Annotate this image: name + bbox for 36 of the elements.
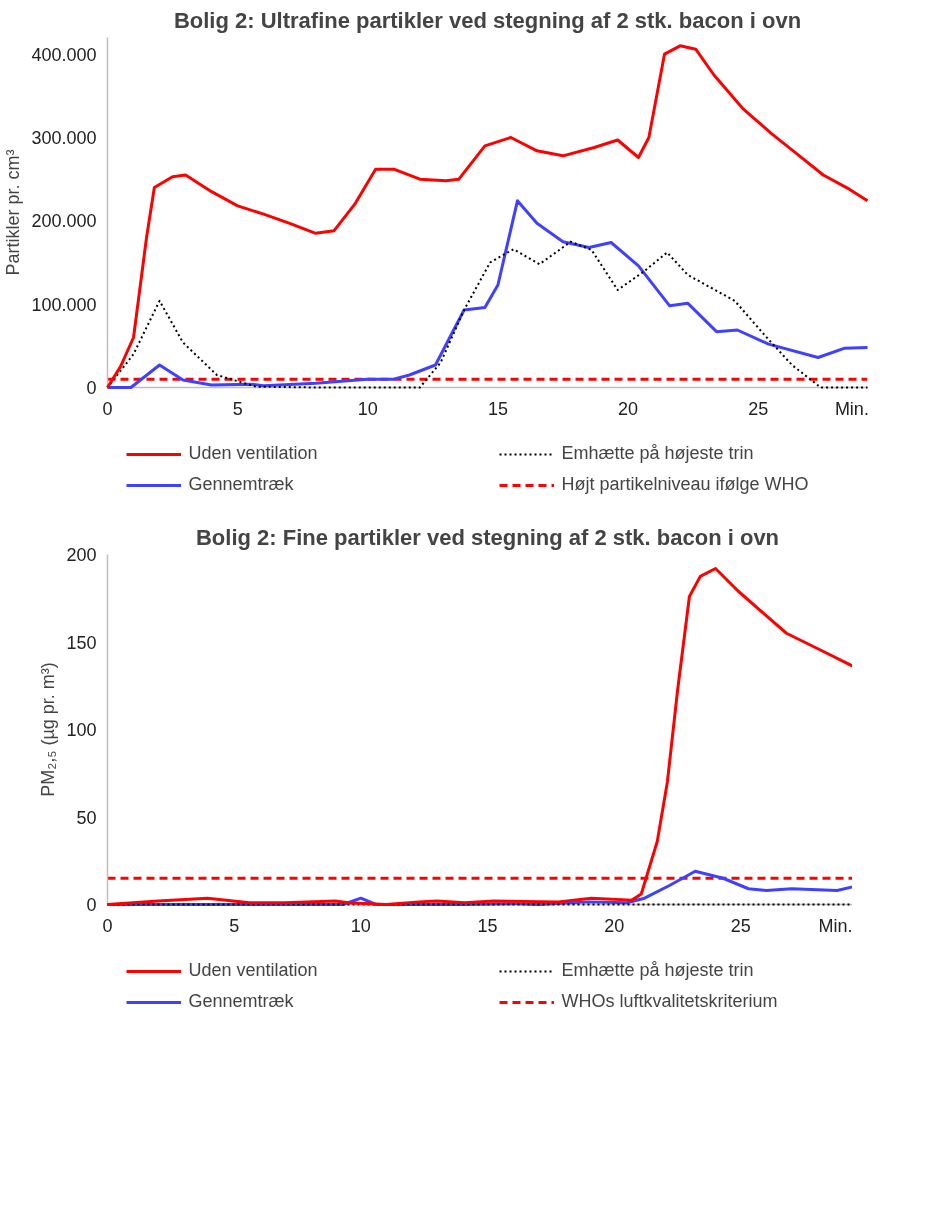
legend-label: Gennemtræk — [188, 991, 295, 1012]
y-tick-label: 100.000 — [31, 294, 97, 315]
x-tick-label: Min. — [818, 915, 853, 936]
chart-title: Bolig 2: Fine partikler ved stegning af 2 stk. bacon i ovn — [195, 524, 780, 550]
y-tick-label: 200 — [66, 545, 97, 565]
x-tick-label: 20 — [618, 398, 639, 419]
legend-label: Emhætte på højeste trin — [561, 443, 755, 464]
y-tick-label: 100 — [66, 720, 97, 740]
legend-label: Gennemtræk — [188, 474, 295, 495]
x-tick-label: 15 — [487, 398, 508, 419]
y-tick-label: 0 — [86, 895, 97, 915]
x-tick-label: 10 — [350, 915, 371, 936]
x-tick-label: Min. — [834, 398, 869, 419]
y-tick-label: 200.000 — [31, 211, 97, 232]
legend-label: Uden ventilation — [188, 960, 319, 981]
x-tick-label: 5 — [229, 915, 240, 936]
x-tick-label: 25 — [748, 398, 769, 419]
y-tick-label: 150 — [66, 632, 97, 653]
legend-label: Uden ventilation — [188, 443, 319, 464]
y-axis-title: PM₂,₅ (µg pr. m³) — [38, 662, 59, 797]
y-axis-title: Partikler pr. cm³ — [3, 149, 24, 276]
x-tick-label: 0 — [102, 398, 113, 419]
legend-label: WHOs luftkvalitetskriterium — [561, 991, 779, 1012]
x-tick-label: 15 — [477, 915, 498, 936]
x-tick-label: 5 — [232, 398, 243, 419]
x-tick-label: 20 — [604, 915, 625, 936]
legend-label: Højt partikelniveau ifølge WHO — [561, 474, 810, 495]
y-tick-label: 0 — [86, 378, 97, 398]
x-tick-label: 25 — [730, 915, 751, 936]
y-tick-label: 300.000 — [31, 128, 97, 148]
chart-title: Bolig 2: Ultrafine partikler ved stegning af 2 stk. bacon i ovn — [173, 7, 802, 33]
y-tick-label: 400.000 — [31, 44, 97, 65]
legend-label: Emhætte på højeste trin — [561, 960, 755, 981]
x-tick-label: 0 — [102, 915, 113, 936]
y-tick-label: 50 — [76, 807, 97, 828]
x-tick-label: 10 — [357, 398, 378, 419]
